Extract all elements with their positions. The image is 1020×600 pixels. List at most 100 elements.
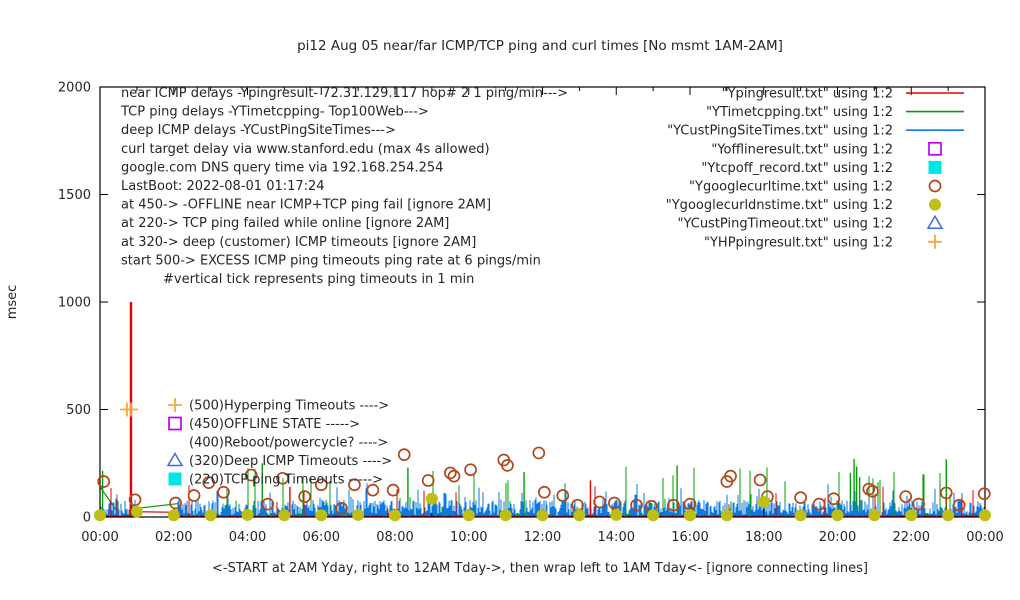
x-tick-label: 06:00 [303, 530, 340, 545]
y-tick-label: 1500 [58, 188, 91, 203]
point-Ygooglecurltime [724, 469, 737, 483]
point-Ygooglecurltime [630, 498, 643, 512]
chart-title: pi12 Aug 05 near/far ICMP/TCP ping and c… [297, 38, 783, 54]
point-Ygooglecurltime [169, 496, 182, 510]
point-Ygooglecurltime [187, 489, 201, 502]
point-Ygooglecurldnstime [942, 509, 955, 522]
point-Ygooglecurltime [421, 474, 435, 487]
point-Ygooglecurldnstime [979, 509, 991, 522]
point-Ygooglecurltime [217, 485, 230, 499]
point-Ygooglecurltime [866, 484, 879, 498]
point-Ygooglecurltime [794, 491, 807, 504]
point-Ygooglecurltime [298, 490, 312, 503]
y-tick-label: 1000 [58, 296, 91, 311]
info-line: LastBoot: 2022-08-01 01:17:24 [121, 179, 325, 194]
point-Ygooglecurldnstime [757, 495, 770, 508]
x-tick-label: 22:00 [893, 530, 930, 545]
point-Ygooglecurltime [827, 492, 841, 506]
point-Ygooglecurltime [202, 476, 216, 489]
legend-entry-label: "Ygooglecurldnstime.txt" using 1:2 [666, 198, 893, 213]
legend-entry-label: "Ypingresult.txt" using 1:2 [722, 87, 893, 102]
point-YHPpingresult [123, 402, 138, 417]
info-line: curl target delay via www.stanford.edu (… [121, 142, 490, 157]
point-Ygooglecurltime [397, 448, 411, 461]
x-tick-label: 00:00 [81, 530, 118, 545]
point-Ygooglecurltime [952, 498, 966, 512]
point-Ygooglecurldnstime [794, 509, 807, 522]
x-tick-label: 16:00 [671, 530, 708, 545]
x-tick-label: 12:00 [524, 530, 561, 545]
point-Ygooglecurltime [753, 473, 767, 487]
legend-entry-label: "YTimetcpping.txt" using 1:2 [706, 105, 893, 120]
legend-entry-label: "Yofflineresult.txt" using 1:2 [711, 142, 893, 157]
point-Ygooglecurltime [348, 478, 361, 492]
point-Ygooglecurldnstime [831, 509, 844, 522]
point-Ygooglecurldnstime [610, 508, 623, 521]
legend-entry-label: "YHPpingresult.txt" using 1:2 [704, 235, 893, 250]
point-Ygooglecurltime [556, 489, 570, 502]
annotation-label: (220)TCP ping Timeouts -----> [189, 473, 383, 488]
point-Ygooglecurldnstime [868, 509, 881, 522]
annotation-marker-plus [168, 398, 182, 412]
point-Ygooglecurltime [335, 502, 348, 515]
point-Ygooglecurltime [939, 486, 953, 500]
legend-marker-filled-square [928, 160, 942, 174]
point-Ygooglecurltime [386, 483, 400, 497]
point-Ygooglecurltime [97, 475, 111, 488]
point-Ygooglecurltime [244, 468, 258, 482]
point-Ygooglecurltime [667, 498, 680, 512]
point-Ygooglecurldnstime [94, 509, 106, 522]
legend-entry-label: "YCustPingSiteTimes.txt" using 1:2 [667, 124, 893, 139]
point-Ygooglecurltime [447, 469, 461, 483]
y-axis-label: msec [5, 285, 20, 320]
annotation-marker-open-square [168, 416, 182, 431]
point-Ygooglecurltime [537, 485, 551, 499]
point-Ygooglecurltime [501, 459, 514, 472]
point-Ygooglecurltime [532, 446, 546, 460]
point-Ygooglecurltime [443, 466, 457, 480]
annotation-label: (500)Hyperping Timeouts ----> [189, 399, 389, 414]
point-Ygooglecurldnstime [425, 492, 438, 505]
point-Ygooglecurldnstime [720, 509, 733, 522]
point-Ygooglecurltime [128, 493, 142, 507]
info-line: #vertical tick represents ping timeouts … [163, 272, 474, 287]
legend-entry-label: "Ytcpoff_record.txt" using 1:2 [701, 161, 893, 176]
legend-marker-open-circle [928, 179, 942, 193]
info-line: TCP ping delays -YTimetcpping- Top100Web… [120, 105, 429, 120]
annotation-label: (320)Deep ICMP Timeouts ----> [189, 454, 392, 469]
info-line: deep ICMP delays -YCustPingSiteTimes---> [121, 123, 396, 138]
point-Ygooglecurltime [593, 495, 607, 509]
point-Ygooglecurltime [899, 490, 913, 503]
point-Ygooglecurldnstime [315, 509, 328, 522]
y-tick-label: 0 [83, 511, 91, 526]
annotation-marker-open-triangle [166, 452, 184, 467]
point-Ygooglecurldnstime [204, 509, 217, 522]
point-Ygooglecurltime [464, 463, 477, 477]
point-Ygooglecurldnstime [647, 509, 660, 522]
point-Ygooglecurldnstime [167, 509, 180, 522]
x-tick-label: 04:00 [229, 530, 266, 545]
point-Ygooglecurltime [812, 497, 826, 511]
point-Ygooglecurltime [608, 496, 621, 510]
x-tick-label: 02:00 [155, 530, 192, 545]
legend-marker-open-square [928, 141, 942, 156]
info-line: at 450-> -OFFLINE near ICMP+TCP ping fai… [121, 198, 491, 213]
point-Ygooglecurldnstime [241, 508, 254, 521]
annotation-label: (450)OFFLINE STATE -----> [189, 417, 360, 432]
x-tick-label: 20:00 [819, 530, 856, 545]
point-Ygooglecurldnstime [352, 508, 365, 521]
info-line: start 500-> EXCESS ICMP ping timeouts pi… [121, 253, 541, 268]
point-Ygooglecurltime [366, 483, 380, 497]
annotation-marker-filled-square [168, 472, 182, 486]
point-Ygooglecurldnstime [573, 509, 586, 522]
legend-marker-filled-circle [929, 198, 941, 211]
legend-marker-plus [928, 234, 942, 249]
x-tick-label: 00:00 [966, 530, 1003, 545]
info-line: near ICMP delays -Ypingresult- 72.31.129… [121, 86, 568, 101]
y-tick-label: 500 [66, 403, 91, 418]
info-line: google.com DNS query time via 192.168.25… [121, 160, 443, 175]
x-axis-label: <-START at 2AM Yday, right to 12AM Tday-… [212, 561, 868, 576]
x-tick-label: 14:00 [598, 530, 635, 545]
